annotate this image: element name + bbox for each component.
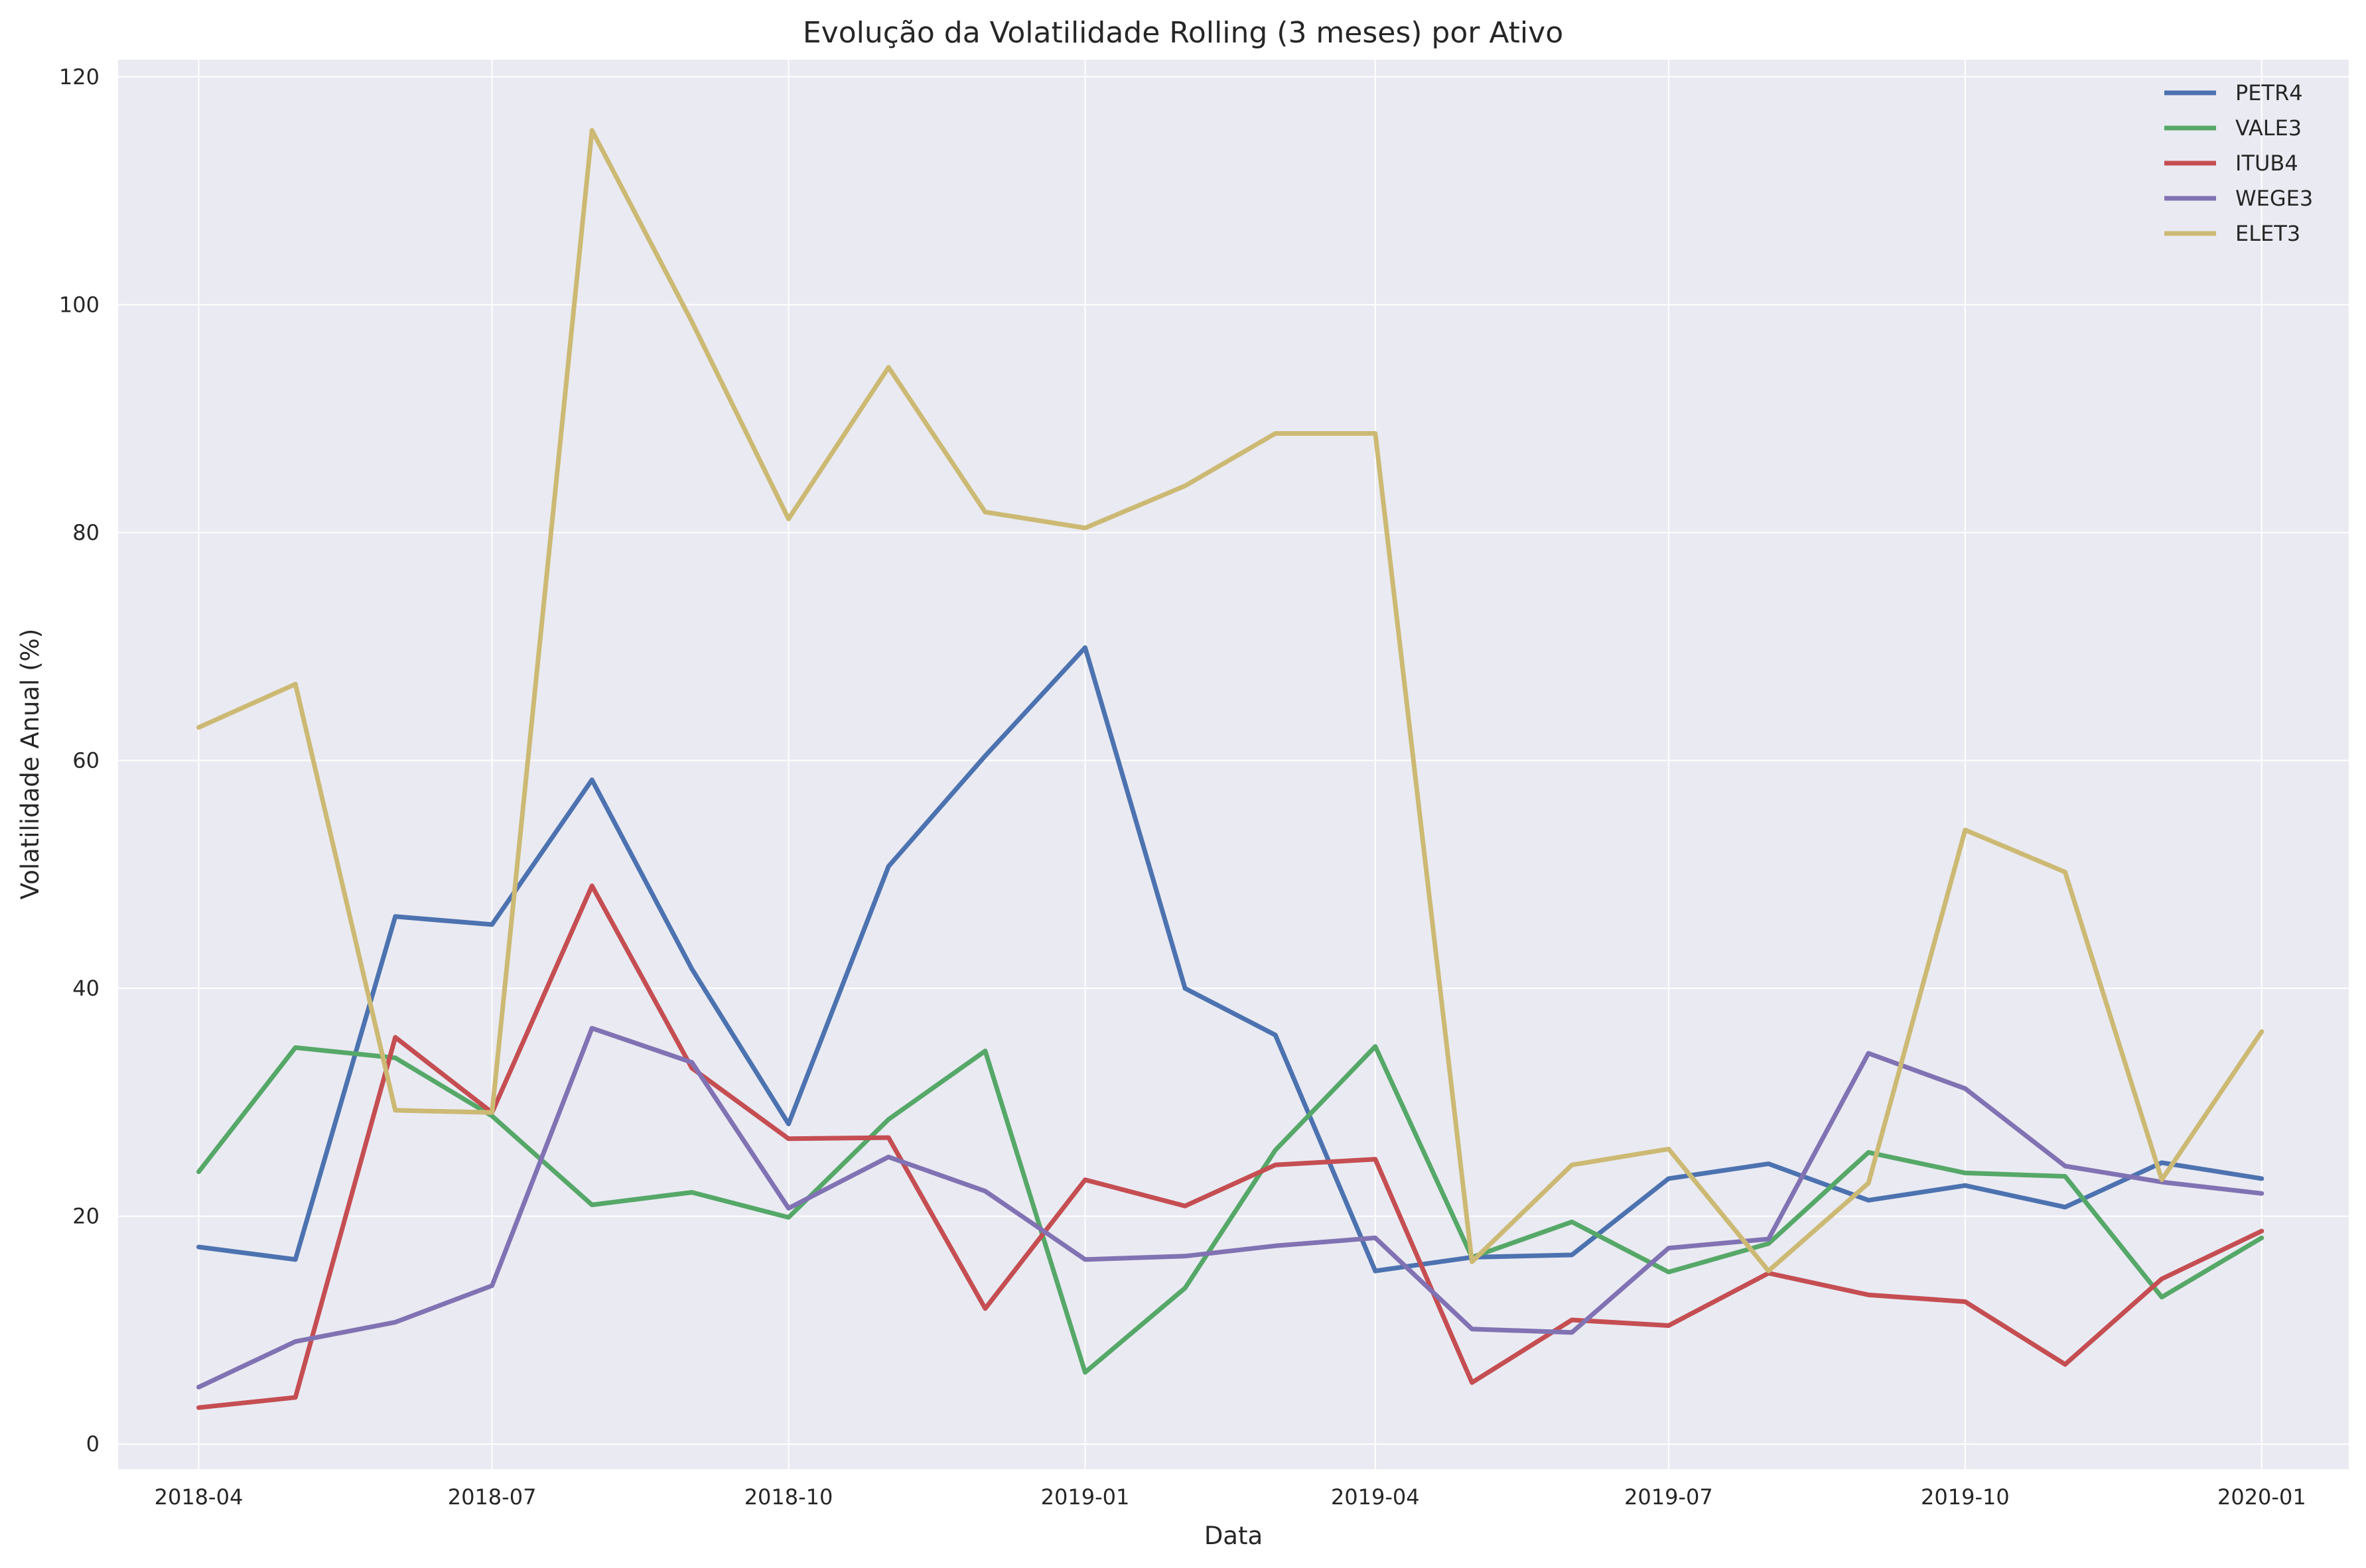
- series-line-itub4: [196, 883, 2264, 1410]
- y-tick-label: 40: [72, 976, 100, 1001]
- series-layer: [196, 128, 2264, 1410]
- legend: PETR4 VALE3 ITUB4 WEGE3 ELET3: [2164, 80, 2313, 246]
- legend-label-vale3: VALE3: [2235, 115, 2302, 141]
- x-tick-label: 2019-10: [1921, 1484, 2010, 1510]
- x-axis-label: Data: [1204, 1522, 1263, 1550]
- x-tick-label: 2019-04: [1331, 1484, 1420, 1510]
- chart-title: Evolução da Volatilidade Rolling (3 mese…: [803, 16, 1563, 50]
- legend-label-petr4: PETR4: [2235, 80, 2303, 105]
- y-tick-label: 80: [72, 520, 100, 545]
- x-tick-label: 2019-07: [1624, 1484, 1713, 1510]
- x-tick-label: 2020-01: [2217, 1484, 2306, 1510]
- legend-label-itub4: ITUB4: [2235, 151, 2298, 176]
- x-axis: 2018-04 2018-07 2018-10 2019-01 2019-04 2019-…: [155, 1484, 2306, 1510]
- y-tick-label: 20: [72, 1204, 100, 1229]
- y-tick-label: 0: [86, 1431, 100, 1457]
- legend-label-elet3: ELET3: [2235, 221, 2300, 246]
- x-tick-label: 2018-04: [155, 1484, 244, 1510]
- x-tick-label: 2018-10: [744, 1484, 833, 1510]
- series-line-elet3: [196, 128, 2264, 1274]
- x-tick-label: 2018-07: [448, 1484, 537, 1510]
- x-tick-label: 2019-01: [1041, 1484, 1130, 1510]
- series-line-petr4: [196, 645, 2264, 1274]
- y-axis: 0 20 40 60 80 100 120: [59, 64, 100, 1457]
- y-tick-label: 60: [72, 748, 100, 773]
- y-tick-label: 100: [59, 292, 100, 317]
- legend-label-wege3: WEGE3: [2235, 186, 2313, 211]
- series-line-wege3: [196, 1025, 2264, 1390]
- y-axis-label: Volatilidade Anual (%): [16, 629, 44, 900]
- y-tick-label: 120: [59, 64, 100, 90]
- plot-area: [118, 60, 2349, 1469]
